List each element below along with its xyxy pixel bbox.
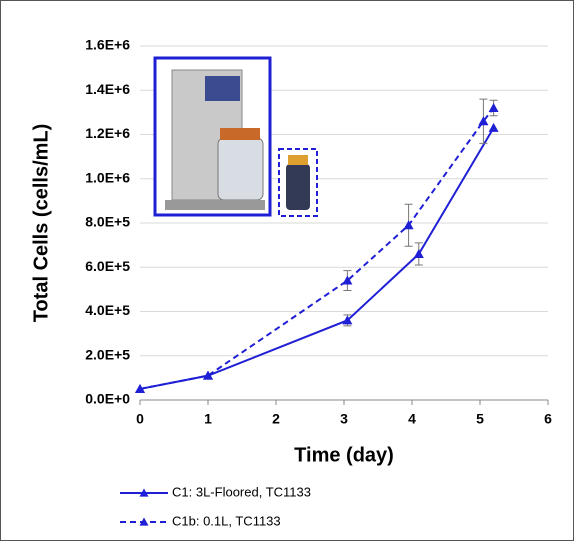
y-tick-label: 2.0E+5	[85, 346, 130, 362]
x-tick-label: 4	[408, 411, 416, 427]
series-line	[139, 107, 495, 390]
x-tick-label: 0	[136, 411, 144, 427]
legend: C1: 3L-Floored, TC1133 C1b: 0.1L, TC1133	[120, 484, 311, 528]
x-axis-title: Time (day)	[294, 444, 394, 466]
legend-marker	[139, 488, 149, 497]
x-tick-label: 2	[272, 411, 280, 427]
y-axis-title: Total Cells (cells/mL)	[30, 124, 52, 323]
data-marker	[488, 122, 499, 132]
data-marker	[203, 370, 213, 380]
x-tick-label: 3	[340, 411, 348, 427]
x-tick-label: 5	[476, 411, 484, 427]
x-tick-label: 6	[544, 411, 552, 427]
y-tick-label: 4.0E+5	[85, 302, 130, 318]
inset-photo	[153, 56, 318, 217]
y-tick-label: 6.0E+5	[85, 258, 130, 274]
y-tick-label: 1.6E+6	[85, 37, 130, 53]
y-tick-label: 8.0E+5	[85, 214, 130, 230]
data-marker	[478, 116, 489, 126]
legend-label: C1: 3L-Floored, TC1133	[172, 484, 311, 499]
y-tick-label: 1.0E+6	[85, 169, 130, 185]
data-marker	[342, 315, 353, 325]
y-tick-label: 1.4E+6	[85, 81, 130, 97]
x-tick-label: 1	[204, 411, 212, 427]
data-marker	[135, 383, 145, 393]
y-tick-label: 1.2E+6	[85, 125, 130, 141]
data-marker	[342, 275, 353, 285]
data-marker	[403, 220, 414, 230]
plot-area: 0.0E+0 2.0E+5 4.0E+5 6.0E+5 8.0E+5 1.0E+6 1.2E…	[85, 37, 552, 427]
legend-marker	[139, 517, 149, 526]
data-marker	[413, 248, 424, 258]
y-tick-label: 0.0E+0	[85, 391, 130, 407]
legend-label: C1b: 0.1L, TC1133	[172, 513, 281, 528]
data-marker	[488, 102, 499, 112]
